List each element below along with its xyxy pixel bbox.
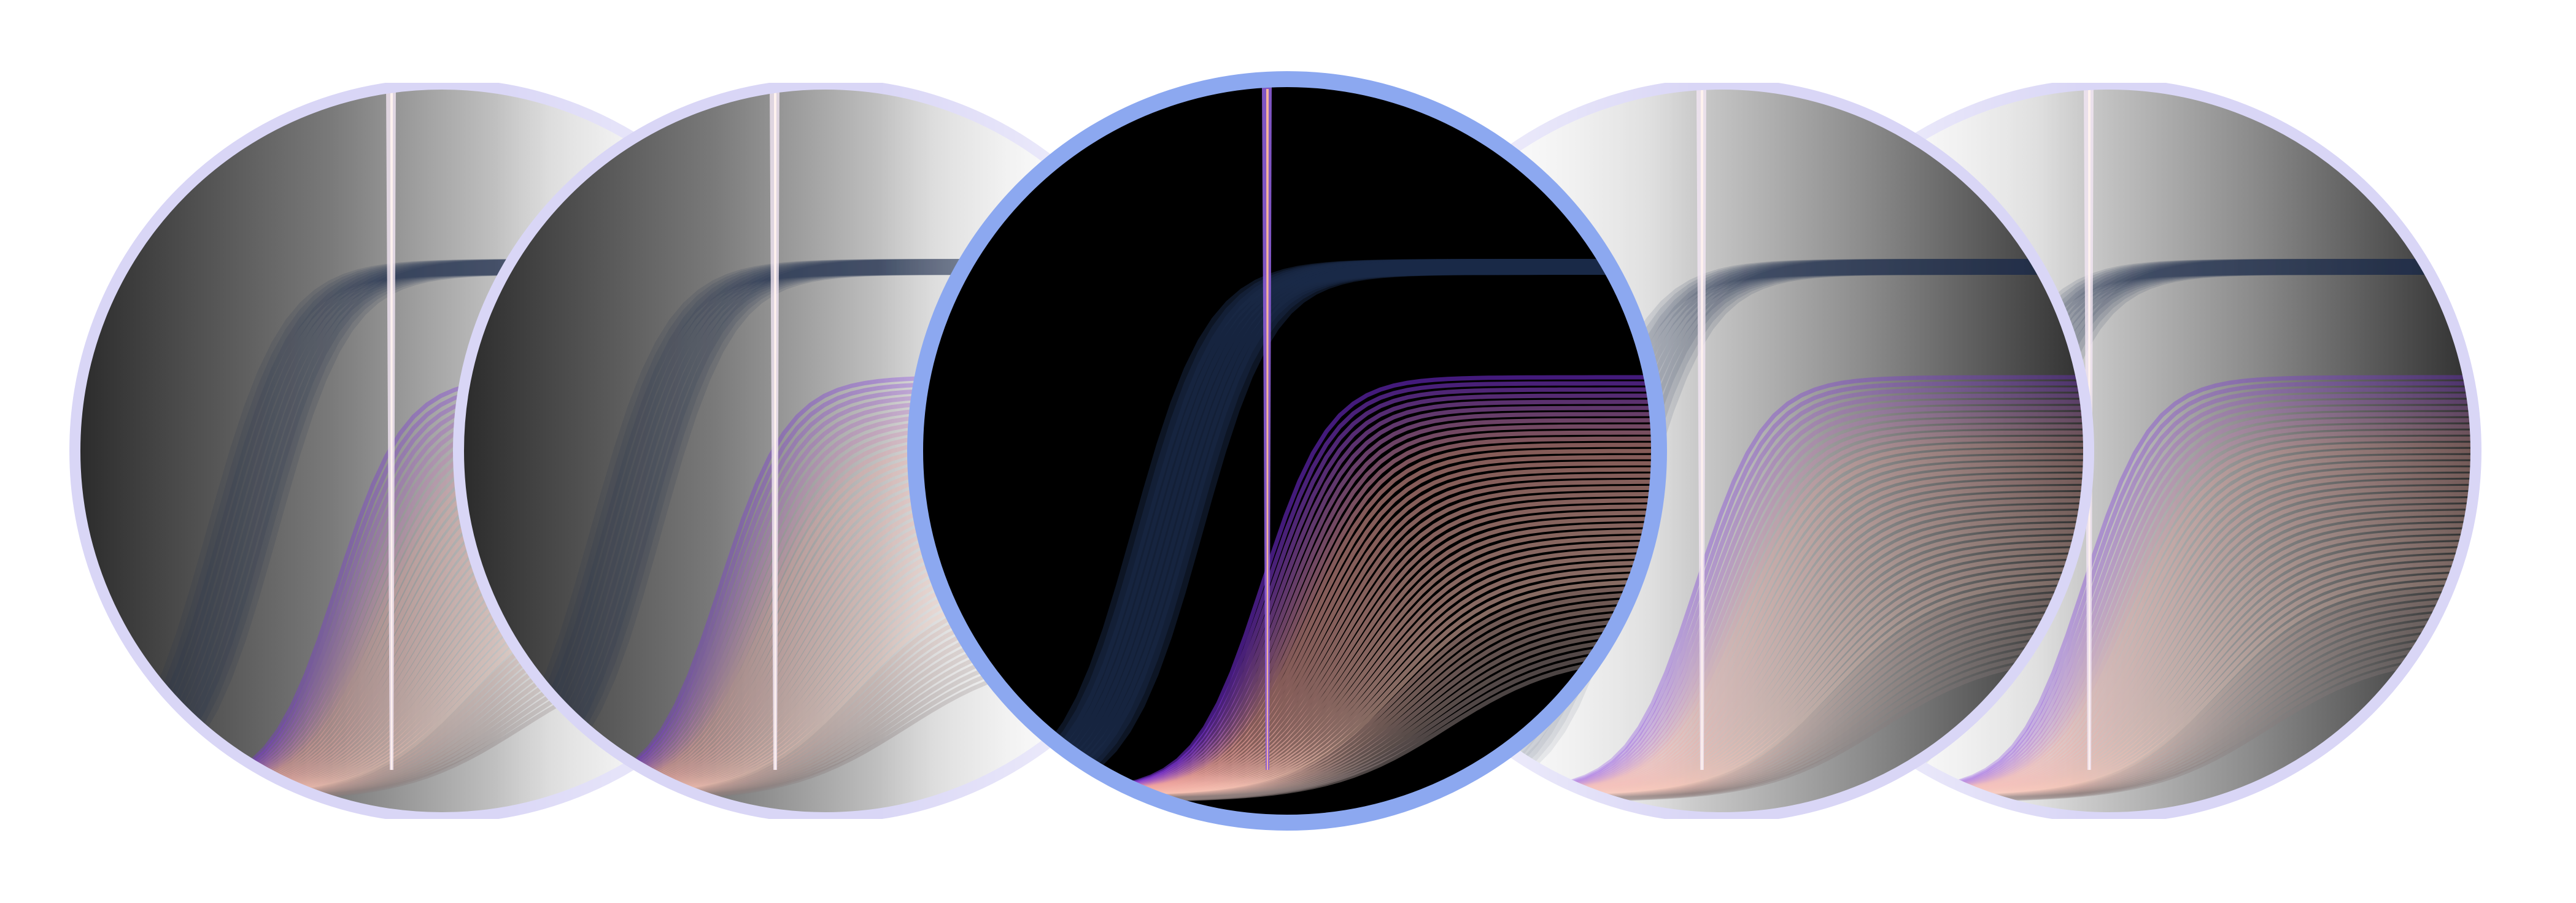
spike-line-core [1701,89,1703,770]
spike-line-core [1266,89,1269,770]
carousel-item-3[interactable] [894,71,1704,831]
thumbnail-ring-active [907,71,1667,831]
spike-line-core [390,89,393,770]
spike-line-core [774,89,776,770]
